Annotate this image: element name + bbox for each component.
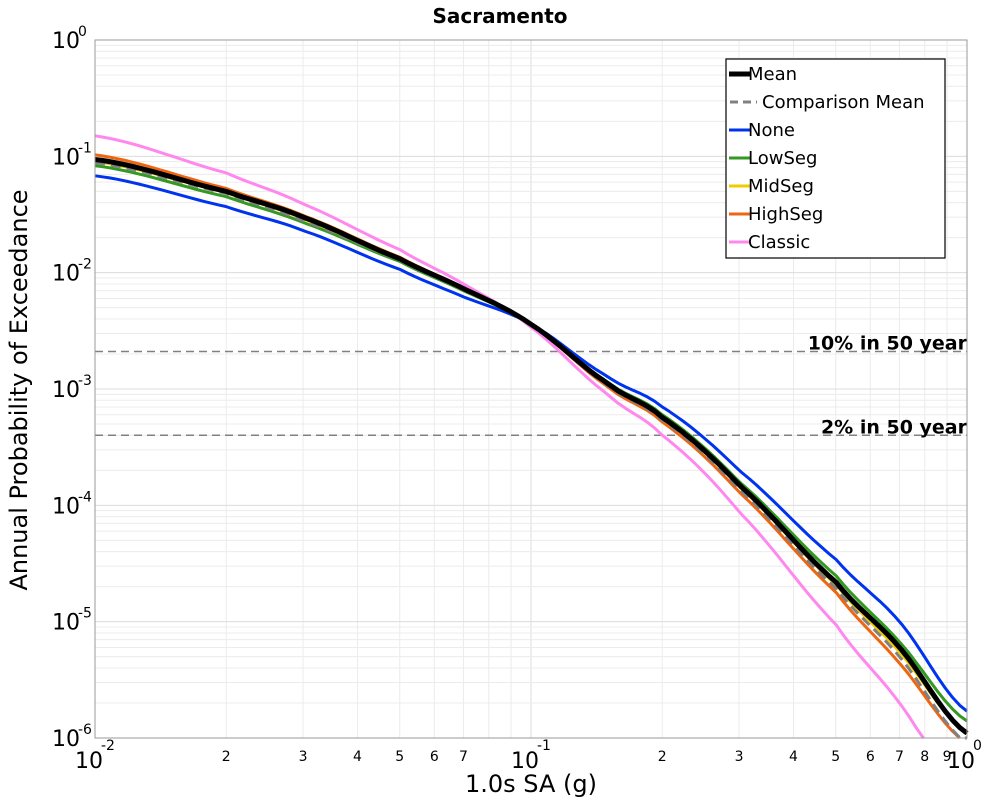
y-tick-exponent: -6: [78, 722, 92, 738]
x-minor-tick-label: 7: [895, 749, 904, 765]
x-tick-label: 10-2: [75, 738, 115, 774]
legend-label: Classic: [748, 232, 810, 253]
series-line-mean: [94, 157, 969, 736]
y-tick-base: 10: [52, 145, 80, 170]
reference-label-10pct: 10% in 50 year: [808, 333, 968, 355]
y-tick-label: 100: [52, 24, 87, 54]
x-tick-exponent: -2: [101, 738, 115, 754]
legend-item-none: None: [729, 120, 795, 141]
legend-item-mean: Mean: [729, 64, 797, 85]
y-tick-base: 10: [52, 262, 80, 287]
legend-item-midseg: MidSeg: [729, 176, 814, 197]
legend-items: Mean Comparison Mean None LowSeg MidSeg HighS…: [729, 64, 925, 253]
y-tick-label: 10-2: [52, 257, 92, 287]
x-tick-exponent: 0: [973, 738, 982, 754]
y-tick-label: 10-6: [52, 722, 92, 752]
legend-label: LowSeg: [748, 148, 817, 169]
x-tick-base: 10: [75, 749, 103, 774]
x-tick-base: 10: [947, 749, 975, 774]
x-tick-label: 10-1: [511, 738, 551, 774]
legend-label: None: [748, 120, 795, 141]
legend-label: HighSeg: [748, 204, 823, 225]
y-tick-exponent: -5: [78, 606, 92, 622]
y-tick-exponent: -2: [78, 257, 92, 273]
y-tick-base: 10: [52, 494, 80, 519]
x-minor-tick-label: 8: [920, 749, 929, 765]
y-tick-exponent: -3: [78, 373, 92, 389]
legend-item-highseg: HighSeg: [729, 204, 823, 225]
x-minor-tick-label: 5: [395, 749, 404, 765]
y-tick-exponent: 0: [78, 24, 87, 40]
x-minor-tick-label: 2: [222, 749, 231, 765]
x-tick-label: 100: [947, 738, 982, 774]
y-tick-label: 10-5: [52, 606, 92, 636]
legend-label: MidSeg: [748, 176, 814, 197]
x-minor-tick-label: 2: [658, 749, 667, 765]
x-axis-label: 1.0s SA (g): [465, 770, 597, 798]
legend-item-classic: Classic: [729, 232, 810, 253]
chart-title: Sacramento: [432, 4, 567, 28]
plot-frame: [94, 39, 968, 739]
x-minor-tick-label: 5: [831, 749, 840, 765]
y-tick-label: 10-4: [52, 489, 92, 519]
y-tick-exponent: -4: [78, 489, 92, 505]
y-tick-base: 10: [52, 727, 80, 752]
x-minor-tick-label: 7: [459, 749, 468, 765]
series-lines: [94, 134, 969, 740]
x-minor-tick-label: 3: [299, 749, 308, 765]
y-tick-base: 10: [52, 29, 80, 54]
legend-item-lowseg: LowSeg: [729, 148, 817, 169]
x-minor-tick-label: 6: [866, 749, 875, 765]
x-minor-tick-label: 4: [353, 749, 362, 765]
legend-label: Comparison Mean: [762, 92, 925, 113]
x-minor-tick-label: 9: [943, 749, 952, 765]
legend: Mean Comparison Mean None LowSeg MidSeg HighS…: [725, 58, 946, 259]
x-tick-base: 10: [511, 749, 539, 774]
x-minor-tick-label: 6: [430, 749, 439, 765]
y-tick-label: 10-3: [52, 373, 92, 403]
y-axis-label: Annual Probability of Exceedance: [5, 189, 33, 590]
legend-box: [725, 58, 946, 259]
reference-lines: 10% in 50 year 2% in 50 year: [95, 333, 968, 438]
reference-label-2pct: 2% in 50 year: [821, 416, 968, 438]
y-tick-label: 10-1: [52, 140, 92, 170]
legend-label: Mean: [748, 64, 797, 85]
y-tick-exponent: -1: [78, 140, 92, 156]
y-tick-base: 10: [52, 378, 80, 403]
x-tick-exponent: -1: [537, 738, 551, 754]
legend-item-comparison-mean: Comparison Mean: [730, 92, 925, 113]
y-tick-base: 10: [52, 611, 80, 636]
x-minor-tick-label: 4: [789, 749, 798, 765]
x-minor-tick-label: 3: [735, 749, 744, 765]
